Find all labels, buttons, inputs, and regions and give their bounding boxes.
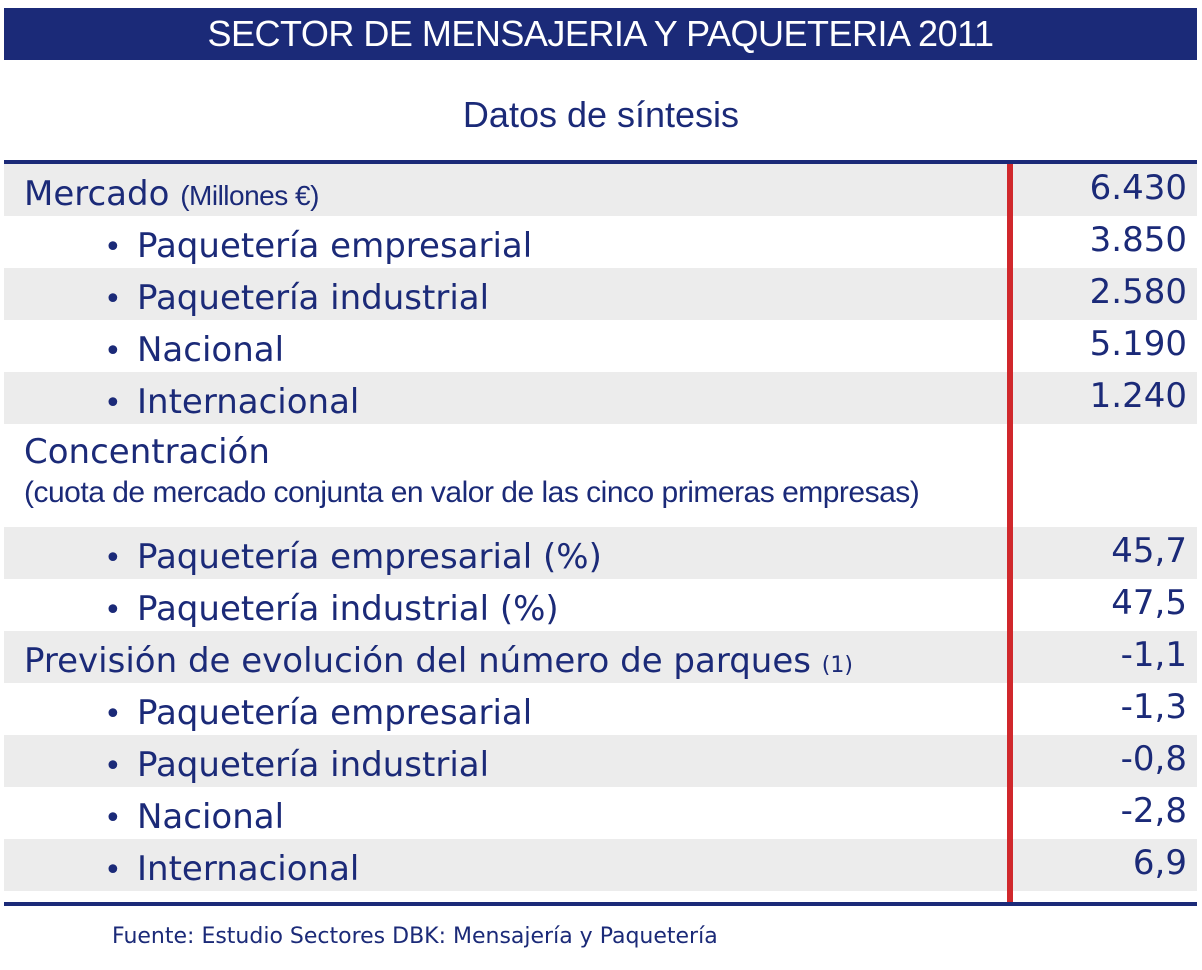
bullet-icon: •	[104, 853, 122, 888]
table-row: • Paquetería empresarial 3.850	[4, 216, 1197, 268]
summary-table: Mercado (Millones €) 6.430 • Paquetería e…	[4, 164, 1197, 891]
table-row-mercado: Mercado (Millones €) 6.430	[4, 164, 1197, 216]
table-bottom-rule	[4, 902, 1197, 906]
row-value: 5.190	[1089, 324, 1187, 364]
bullet-icon: •	[104, 541, 122, 576]
bullet-icon: •	[104, 386, 122, 421]
row-label: • Paquetería empresarial	[104, 226, 533, 266]
row-value: -0,8	[1120, 739, 1187, 779]
row-label: Concentración	[24, 432, 270, 472]
bullet-icon: •	[104, 749, 122, 784]
row-value: -2,8	[1120, 791, 1187, 831]
table-row: • Paquetería empresarial -1,3	[4, 683, 1197, 735]
source-note: Fuente: Estudio Sectores DBK: Mensajería…	[112, 924, 718, 949]
table-row: • Paquetería empresarial (%) 45,7	[4, 527, 1197, 579]
bullet-icon: •	[104, 697, 122, 732]
row-label: Mercado (Millones €)	[24, 174, 319, 214]
row-value: 6,9	[1132, 843, 1187, 883]
row-value: -1,1	[1120, 635, 1187, 675]
row-label: • Paquetería industrial	[104, 745, 490, 785]
row-label: • Nacional	[104, 330, 285, 370]
row-label: • Paquetería industrial	[104, 278, 490, 318]
unit-note: (Millones €)	[180, 180, 319, 211]
row-label: • Internacional	[104, 382, 360, 422]
table-row: • Internacional 1.240	[4, 372, 1197, 424]
footnote-marker: (1)	[821, 653, 853, 678]
bullet-icon: •	[104, 801, 122, 836]
subtitle: Datos de síntesis	[462, 94, 740, 135]
table-row: • Nacional -2,8	[4, 787, 1197, 839]
page-title: SECTOR DE MENSAJERIA Y PAQUETERIA 2011	[4, 8, 1197, 60]
bullet-icon: •	[104, 230, 122, 265]
bullet-icon: •	[104, 282, 122, 317]
row-value: -1,3	[1120, 687, 1187, 727]
row-label: • Paquetería empresarial (%)	[104, 537, 602, 577]
row-value: 2.580	[1089, 272, 1187, 312]
row-label: Previsión de evolución del número de par…	[24, 641, 853, 681]
table-row: • Paquetería industrial 2.580	[4, 268, 1197, 320]
bullet-icon: •	[104, 334, 122, 369]
row-value: 47,5	[1111, 583, 1187, 623]
table-row: • Paquetería industrial -0,8	[4, 735, 1197, 787]
bullet-icon: •	[104, 593, 122, 628]
table-row: • Internacional 6,9	[4, 839, 1197, 891]
row-value: 1.240	[1089, 376, 1187, 416]
table-top-rule	[4, 160, 1197, 164]
table-row: • Paquetería industrial (%) 47,5	[4, 579, 1197, 631]
row-label: • Internacional	[104, 849, 360, 889]
row-value: 3.850	[1089, 220, 1187, 260]
row-value: 45,7	[1111, 531, 1187, 571]
row-label: • Paquetería empresarial	[104, 693, 533, 733]
table-row-concentracion: Concentración (cuota de mercado conjunta…	[4, 424, 1197, 527]
row-label: • Nacional	[104, 797, 285, 837]
row-value: 6.430	[1089, 168, 1187, 208]
table-row: • Nacional 5.190	[4, 320, 1197, 372]
row-description: (cuota de mercado conjunta en valor de l…	[24, 476, 920, 509]
column-divider	[1007, 164, 1013, 902]
table-row-prevision: Previsión de evolución del número de par…	[4, 631, 1197, 683]
row-label: • Paquetería industrial (%)	[104, 589, 559, 629]
